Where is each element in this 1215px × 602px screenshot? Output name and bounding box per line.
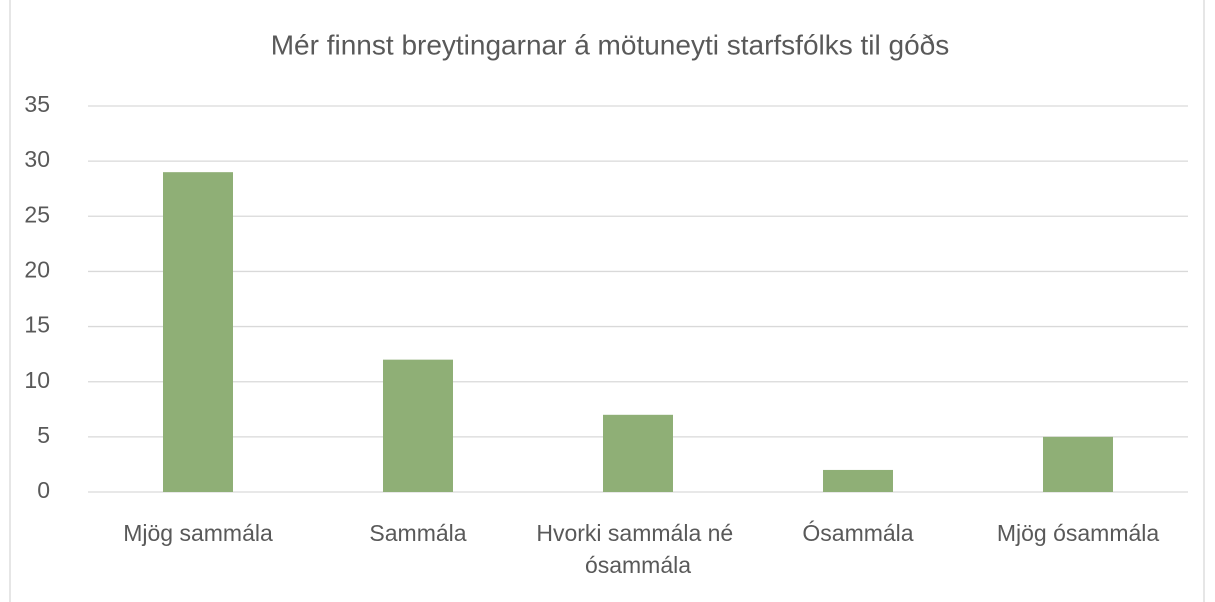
- y-tick-label: 25: [24, 201, 50, 227]
- y-tick-label: 30: [24, 146, 50, 172]
- x-tick-label: Sammála: [369, 520, 466, 546]
- bar: [823, 469, 893, 492]
- bar: [603, 414, 673, 492]
- y-tick-label: 15: [24, 312, 50, 338]
- x-tick-label: Hvorki sammála né ósammála: [536, 520, 739, 578]
- x-tick-label: Ósammála: [802, 520, 913, 546]
- x-tick-label: Mjög ósammála: [997, 520, 1160, 546]
- y-tick-label: 20: [24, 257, 50, 283]
- y-tick-label: 0: [37, 477, 50, 503]
- bar: [383, 359, 453, 492]
- y-tick-label: 5: [37, 422, 50, 448]
- y-tick-label: 35: [24, 91, 50, 117]
- bar: [1043, 436, 1113, 492]
- chart-title: Mér finnst breytingarnar á mötuneyti sta…: [271, 29, 950, 60]
- x-tick-label: Mjög sammála: [123, 520, 273, 546]
- bar: [163, 172, 233, 492]
- y-tick-label: 10: [24, 367, 50, 393]
